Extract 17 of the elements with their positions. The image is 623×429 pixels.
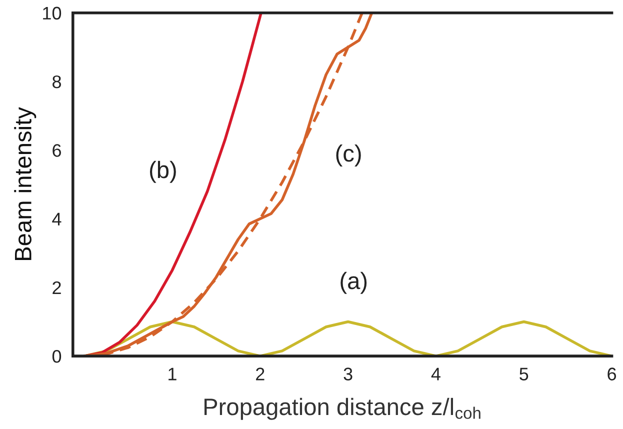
x-tick-label: 1	[168, 368, 176, 380]
x-axis-title: Propagation distance z/l$_{coh}$	[204, 398, 480, 420]
y-axis-title: Beam intensity	[14, 107, 36, 260]
series-label: (a)	[340, 272, 367, 294]
series-label: (c)	[336, 144, 361, 166]
y-tick-label: 2	[52, 281, 61, 294]
y-tick-label: 0	[52, 350, 62, 363]
y-tick-label: 8	[52, 75, 61, 88]
y-tick-label: 6	[52, 144, 61, 157]
series-label: (b)	[150, 160, 176, 183]
x-tick-label: 4	[431, 368, 440, 380]
x-tick-label: 5	[520, 368, 528, 380]
y-tick-label: 10	[43, 6, 62, 20]
x-tick-label: 6	[608, 368, 616, 380]
x-tick-label: 3	[344, 368, 352, 380]
y-tick-label: 4	[52, 212, 62, 226]
x-tick-label: 2	[256, 368, 264, 380]
